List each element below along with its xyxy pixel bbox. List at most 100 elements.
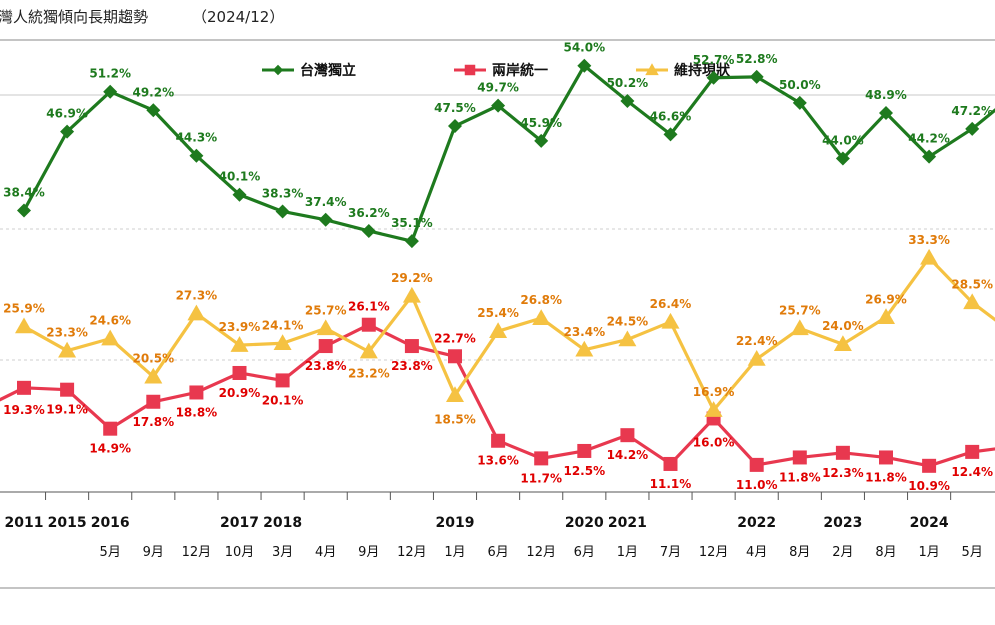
year-tick-label: 2024 xyxy=(910,515,949,531)
data-label: 46.9% xyxy=(46,107,88,121)
data-label: 12.5% xyxy=(563,464,605,478)
data-label: 10.9% xyxy=(908,479,950,493)
triangle-marker xyxy=(920,248,939,265)
data-label: 11.8% xyxy=(779,470,821,484)
data-label: 24.1% xyxy=(262,318,304,332)
diamond-marker xyxy=(965,121,980,136)
legend-label: 台灣獨立 xyxy=(300,62,356,79)
data-label: 47.2% xyxy=(951,104,993,118)
data-label: 20.5% xyxy=(132,352,174,366)
diamond-marker xyxy=(189,148,204,163)
month-tick-label: 3月 xyxy=(272,545,293,560)
diamond-marker xyxy=(922,149,937,164)
month-tick-label: 1月 xyxy=(617,545,638,560)
data-label: 44.2% xyxy=(908,132,950,146)
data-label: 22.7% xyxy=(434,331,476,345)
month-tick-label: 10月 xyxy=(225,545,255,560)
data-label: 25.4% xyxy=(477,306,519,320)
square-marker xyxy=(17,380,31,395)
month-tick-label: 7月 xyxy=(660,545,681,560)
data-label: 50.2% xyxy=(607,76,649,90)
series-line-0 xyxy=(22,64,995,243)
triangle-marker xyxy=(645,63,659,76)
data-label: 26.4% xyxy=(650,297,692,311)
triangle-marker xyxy=(273,334,292,351)
year-tick-label: 2023 xyxy=(823,515,862,531)
data-label: 11.8% xyxy=(865,470,907,484)
square-marker xyxy=(749,457,764,472)
square-marker xyxy=(361,317,376,332)
month-tick-label: 6月 xyxy=(574,545,595,560)
triangle-marker xyxy=(359,342,378,359)
data-label: 18.5% xyxy=(434,412,476,426)
triangle-marker xyxy=(618,330,637,347)
triangle-marker xyxy=(489,322,508,338)
data-label: 36.2% xyxy=(348,206,390,220)
data-label: 40.1% xyxy=(219,170,261,184)
triangle-marker xyxy=(230,336,249,352)
data-label: 14.2% xyxy=(607,448,649,462)
month-tick-label: 5月 xyxy=(100,545,121,560)
data-label: 48.9% xyxy=(865,88,907,102)
year-tick-label: 2019 xyxy=(436,515,475,531)
diamond-marker xyxy=(792,95,807,110)
data-label: 27.3% xyxy=(176,289,218,303)
month-tick-label: 2月 xyxy=(832,545,853,560)
data-label: 11.0% xyxy=(736,478,778,492)
diamond-marker xyxy=(620,93,635,108)
diamond-marker xyxy=(835,151,850,166)
month-tick-label: 1月 xyxy=(444,545,465,560)
diamond-marker xyxy=(60,124,75,139)
month-tick-label: 5月 xyxy=(962,545,983,560)
diamond-marker xyxy=(361,223,376,238)
data-label: 44.0% xyxy=(822,134,864,148)
month-tick-label: 12月 xyxy=(526,545,556,560)
triangle-marker xyxy=(187,304,206,321)
square-marker xyxy=(534,451,549,466)
month-tick-label: 8月 xyxy=(875,545,896,560)
month-tick-label: 9月 xyxy=(143,545,164,560)
triangle-marker xyxy=(402,286,421,303)
triangle-marker xyxy=(877,308,895,325)
data-label: 19.1% xyxy=(46,403,88,417)
square-marker xyxy=(663,456,678,471)
month-tick-label: 8月 xyxy=(789,545,810,560)
month-tick-label: 4月 xyxy=(315,545,336,560)
diamond-marker xyxy=(17,203,31,218)
month-tick-label: 12月 xyxy=(182,545,212,560)
data-label: 14.9% xyxy=(89,442,131,456)
month-tick-label: 4月 xyxy=(746,545,767,560)
month-tick-label: 1月 xyxy=(918,545,939,560)
data-label: 54.0% xyxy=(563,41,605,55)
data-label: 18.8% xyxy=(176,405,218,419)
data-label: 17.8% xyxy=(132,415,174,429)
diamond-marker xyxy=(272,64,284,76)
data-label: 23.3% xyxy=(46,326,88,340)
data-label: 11.1% xyxy=(650,477,692,491)
year-tick-label: 2021 xyxy=(608,515,647,531)
data-label: 51.2% xyxy=(89,67,131,81)
square-marker xyxy=(577,443,592,458)
triangle-marker xyxy=(790,319,809,336)
triangle-marker xyxy=(747,350,766,366)
data-label: 23.4% xyxy=(563,325,605,339)
data-label: 23.9% xyxy=(219,320,261,334)
data-label: 26.1% xyxy=(348,300,390,314)
diamond-marker xyxy=(534,133,549,148)
diamond-marker xyxy=(318,212,333,227)
data-label: 46.6% xyxy=(650,109,692,123)
data-label: 19.3% xyxy=(3,403,45,417)
triangle-marker xyxy=(15,317,33,334)
data-label: 37.4% xyxy=(305,195,347,209)
data-label: 24.6% xyxy=(89,314,131,328)
chart-title: 灣人統獨傾向長期趨勢 xyxy=(0,8,148,26)
data-label: 29.2% xyxy=(391,271,433,285)
month-tick-label: 6月 xyxy=(487,545,508,560)
square-marker xyxy=(922,458,937,473)
diamond-marker xyxy=(103,84,118,99)
legend-label: 兩岸統一 xyxy=(492,62,548,79)
diamond-marker xyxy=(404,234,419,249)
square-marker xyxy=(620,428,635,443)
